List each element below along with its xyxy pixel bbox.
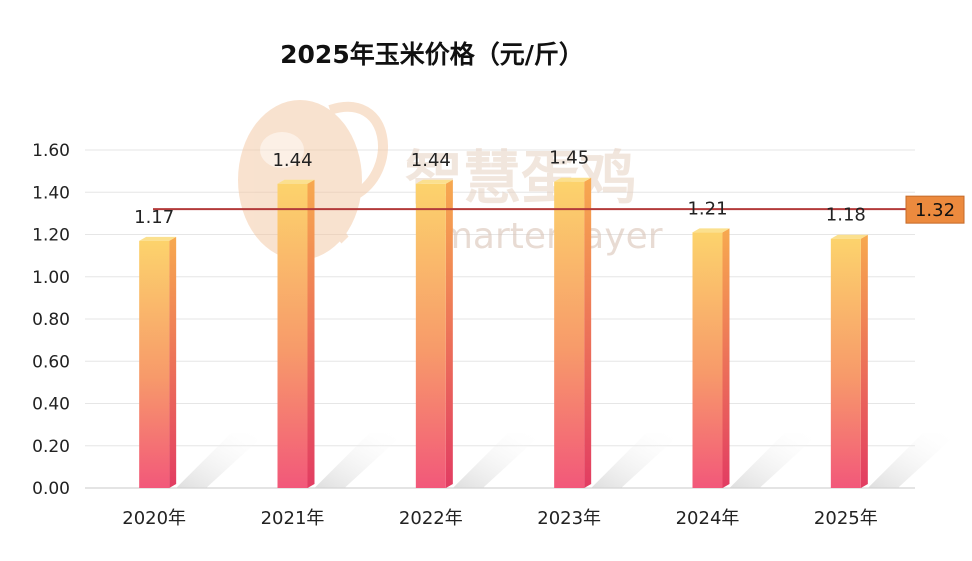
y-tick-label: 1.00 [32,268,70,288]
bar-front [139,240,170,488]
bar-top [139,236,177,241]
bar-front [554,181,585,488]
bar-front [415,183,446,489]
bar-front [692,232,723,488]
x-tick-label: 2022年 [399,508,463,529]
bar-side [860,234,868,488]
bar [139,236,267,488]
bar-top [830,234,868,239]
data-label: 1.45 [549,148,589,169]
bar-shadow [729,433,820,488]
bar-shadow [452,433,543,488]
bar-side [307,179,315,489]
bar-side [169,236,177,488]
data-label: 1.44 [272,150,312,171]
data-label: 1.44 [411,150,451,171]
bar-shadow [176,433,267,488]
bar [554,177,682,488]
bar-top [415,179,453,184]
chart-title: 2025年玉米价格（元/斤） [280,40,584,69]
data-label: 1.21 [687,198,727,219]
x-tick-label: 2020年 [122,508,186,529]
bar-side [584,177,592,488]
reference-label-box [905,195,965,224]
y-tick-label: 0.00 [32,479,70,499]
y-tick-label: 0.20 [32,437,70,457]
data-label: 1.18 [826,205,866,226]
watermark-en: Smarter layer [415,216,663,257]
y-tick-label: 0.40 [32,395,70,415]
y-tick-label: 1.60 [32,141,70,161]
bar-top [692,228,730,233]
bars [139,177,958,489]
x-tick-label: 2025年 [814,508,878,529]
bar [277,179,405,489]
bar-shadow [867,433,958,488]
x-tick-label: 2023年 [537,508,601,529]
bar-front [277,183,308,489]
x-tick-label: 2024年 [676,508,740,529]
data-labels: 1.17 1.44 1.44 1.45 1.21 1.18 [134,148,866,228]
bar [830,234,958,488]
bar-front [830,238,861,488]
reference-line-group: 1.32 [153,195,965,224]
bar-side [722,228,730,488]
bar [415,179,543,489]
x-axis: 2020年 2021年 2022年 2023年 2024年 2025年 [122,508,877,529]
x-tick-label: 2021年 [261,508,325,529]
data-label: 1.17 [134,207,174,228]
bar-top [554,177,592,182]
reference-label: 1.32 [915,200,955,221]
bar-top [277,179,315,184]
y-tick-label: 1.40 [32,183,70,203]
bar-shadow [314,433,405,488]
bar-side [445,179,453,489]
y-tick-label: 1.20 [32,226,70,246]
y-tick-label: 0.60 [32,352,70,372]
y-tick-label: 0.80 [32,310,70,330]
y-axis: 0.00 0.20 0.40 0.60 0.80 1.00 1.20 1.40 1.60 [32,141,70,499]
bar-shadow [591,433,682,488]
bar [692,228,820,488]
